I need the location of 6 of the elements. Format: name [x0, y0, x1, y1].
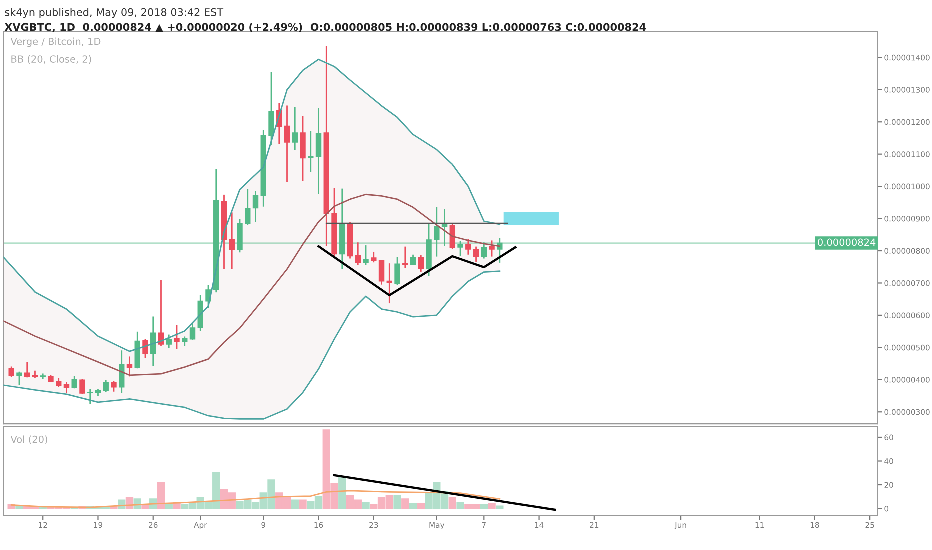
chart-subtitle: XVGBTC, 1D 0.00000824 ▲ +0.00000020 (+2.49%) O:0.00000805 H:0.00000839 L:0.00000763 C:0.00000824 — [4, 23, 646, 32]
text: Vol (20) — [10, 436, 48, 444]
annotation: BB (20, Close, 2) — [12, 55, 92, 64]
ref-line-label: 0.00000824 — [818, 238, 876, 246]
annotation: Verge / Bitcoin, 1D — [10, 38, 101, 48]
chart-title: sk4yn published, May 09, 2018 03:42 EST — [5, 8, 224, 18]
